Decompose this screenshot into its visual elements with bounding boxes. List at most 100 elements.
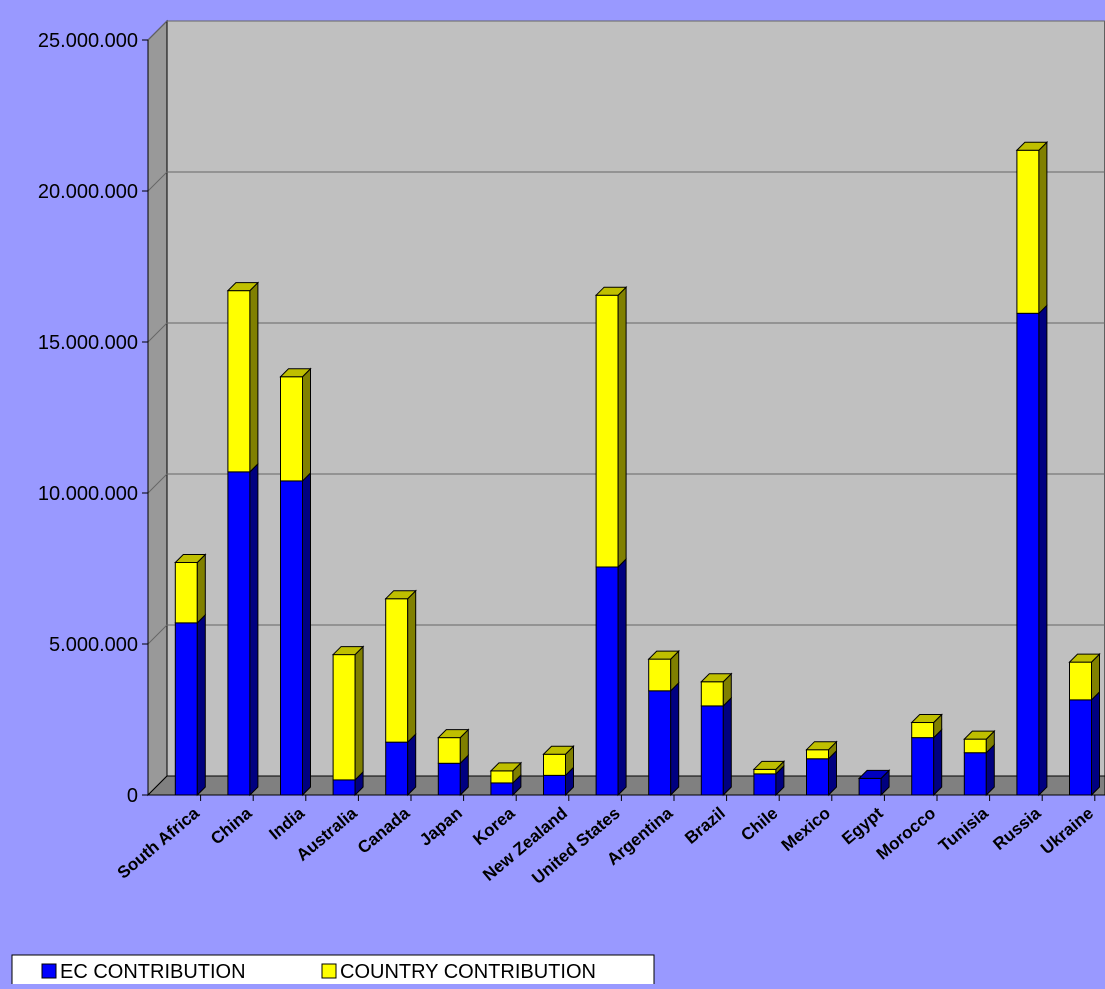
bar-top: [542, 745, 575, 755]
bar-top: [226, 282, 260, 292]
x-tick-label: China: [207, 803, 256, 848]
x-tick-label: Canada: [354, 803, 414, 857]
bar-side: [617, 557, 627, 797]
bar-top: [279, 368, 312, 378]
bar-segment: [595, 566, 619, 796]
bar-segment: [280, 376, 303, 482]
x-tick-label: Egypt: [838, 803, 887, 848]
bar-segment: [648, 690, 672, 796]
bar-top: [174, 553, 207, 563]
bar-side: [407, 732, 417, 797]
bar-top: [910, 714, 943, 724]
gridline-side: [147, 624, 168, 645]
plot-area: [166, 20, 1105, 777]
bar-segment: [963, 738, 987, 754]
bar-segment: [700, 705, 724, 796]
bar-top: [752, 760, 786, 770]
bar-segment: [543, 753, 566, 776]
bar-top: [384, 590, 417, 600]
bar-segment: [543, 774, 566, 796]
bar-side: [1091, 690, 1100, 797]
bar-top: [805, 741, 838, 751]
bar-segment: [963, 752, 987, 796]
bar-top: [857, 769, 891, 779]
legend-label: COUNTRY CONTRIBUTION: [340, 961, 596, 983]
x-tick-label: Chile: [737, 804, 781, 845]
bar-side: [617, 285, 627, 569]
bar-side: [985, 743, 995, 797]
legend-swatch: [41, 963, 57, 979]
bar-segment: [490, 782, 514, 796]
bar-segment: [490, 770, 514, 784]
bar-segment: [332, 654, 356, 781]
bar-top: [1068, 653, 1101, 663]
bar-segment: [753, 773, 777, 796]
bar-segment: [1016, 312, 1040, 796]
bar-side: [249, 462, 259, 797]
bar-top: [700, 673, 733, 683]
y-tick-label: 25.000.000: [38, 30, 138, 52]
bar-segment: [174, 622, 198, 796]
bar-segment: [648, 658, 672, 692]
bar-top: [1015, 141, 1049, 151]
bar-top: [489, 762, 523, 772]
y-tick-label: 0: [127, 785, 138, 807]
bar-side: [302, 471, 311, 797]
bar-side: [354, 645, 364, 782]
x-tick-label: Morocco: [873, 804, 939, 864]
legend-box: [11, 954, 655, 988]
bar-side: [249, 281, 259, 474]
bar-segment: [437, 737, 461, 764]
y-tick-label: 5.000.000: [49, 634, 138, 656]
bar-segment: [911, 722, 935, 739]
bar-side: [1038, 141, 1048, 315]
bar-side: [722, 696, 732, 797]
bar-segment: [332, 779, 356, 796]
legend-label: EC CONTRIBUTION: [60, 961, 246, 983]
bar-top: [963, 730, 996, 740]
bar-segment: [280, 480, 303, 796]
bar-segment: [1069, 699, 1092, 796]
x-tick-label: Tunisia: [935, 803, 992, 855]
gridline-side: [147, 473, 168, 494]
x-tick-label: Japan: [416, 804, 466, 850]
bar-segment: [227, 290, 251, 473]
x-tick-label: Mexico: [778, 804, 834, 856]
bar-top: [331, 646, 365, 656]
plot-side-wall: [147, 19, 168, 797]
bar-segment: [806, 749, 829, 760]
y-tick-label: 20.000.000: [38, 181, 138, 203]
x-tick-label: Russia: [990, 803, 1045, 854]
gridline-side: [147, 20, 168, 41]
bar-segment: [753, 768, 777, 775]
bar-segment: [1069, 661, 1092, 701]
bar-segment: [385, 741, 409, 796]
bar-side: [196, 613, 206, 797]
bar-segment: [911, 737, 935, 796]
bar-segment: [437, 762, 461, 796]
bar-side: [933, 728, 943, 797]
bar-segment: [595, 294, 619, 568]
legend-swatch: [321, 963, 337, 979]
y-tick-label: 15.000.000: [38, 332, 138, 354]
bar-segment: [858, 777, 882, 796]
bar-segment: [227, 471, 251, 796]
bar-side: [1038, 304, 1048, 797]
bar-segment: [806, 758, 829, 796]
bar-top: [647, 650, 680, 660]
bar-side: [196, 553, 206, 625]
x-tick-label: India: [265, 803, 308, 843]
bar-segment: [700, 681, 724, 707]
bar-segment: [174, 561, 198, 624]
x-tick-label: Brazil: [681, 804, 729, 848]
bar-segment: [1016, 149, 1040, 314]
legend: EC CONTRIBUTION COUNTRY CONTRIBUTION: [11, 954, 655, 988]
bar-top: [437, 729, 470, 739]
gridline-side: [147, 171, 168, 192]
x-tick-label: South Africa: [114, 803, 204, 882]
bar-side: [302, 367, 311, 483]
bar-segment: [385, 598, 409, 743]
bar-side: [670, 681, 680, 797]
